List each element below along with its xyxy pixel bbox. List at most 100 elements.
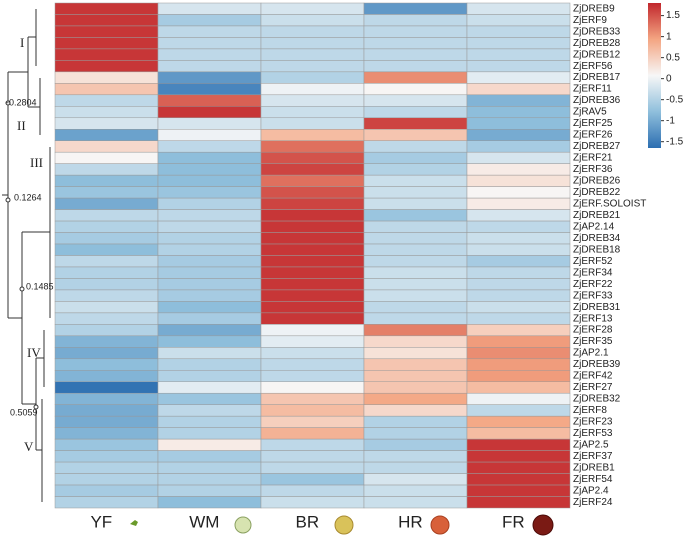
row-label: ZjDREB39 — [573, 359, 621, 370]
heatmap-cell — [54, 14, 159, 27]
heatmap-cell — [157, 2, 262, 15]
heatmap-cell — [363, 243, 468, 256]
heatmap-cell — [54, 392, 159, 405]
row-label: ZjERF9 — [573, 15, 607, 26]
heatmap-cell — [363, 484, 468, 497]
row-label: ZjERF35 — [573, 336, 613, 347]
heatmap-cell — [466, 129, 571, 141]
column-label: BR — [296, 512, 320, 531]
row-label: ZjERF37 — [573, 451, 613, 462]
heatmap-cell — [363, 209, 468, 222]
heatmap-cell — [466, 404, 571, 417]
heatmap-cell — [54, 140, 159, 153]
heatmap-cell — [157, 71, 262, 84]
heatmap-cell — [363, 266, 468, 279]
heatmap-cell — [363, 83, 468, 96]
heatmap-cell — [54, 335, 159, 348]
heatmap-cell — [260, 71, 365, 84]
heatmap-cell — [54, 129, 159, 141]
group-label: I — [20, 35, 24, 50]
colorbar-tick-label: 1.5 — [666, 10, 680, 21]
heatmap-cell — [260, 117, 365, 130]
heatmap-cell — [157, 392, 262, 405]
colorbar-tick-label: 0 — [666, 73, 672, 84]
heatmap-cell — [260, 243, 365, 256]
column-label: YF — [90, 512, 112, 531]
heatmap-cell — [260, 174, 365, 187]
heatmap-cell — [54, 301, 159, 314]
heatmap-cell — [157, 347, 262, 360]
heatmap-cell — [54, 461, 159, 474]
row-label: ZjERF13 — [573, 313, 613, 324]
row-label: ZjERF54 — [573, 474, 613, 485]
heatmap-cell — [157, 324, 262, 337]
row-label: ZjERF26 — [573, 130, 613, 141]
heatmap-cell — [466, 243, 571, 256]
heatmap-cell — [260, 415, 365, 428]
heatmap-cell — [260, 209, 365, 222]
heatmap-cell — [363, 301, 468, 314]
heatmap-cell — [54, 151, 159, 164]
heatmap-cell — [54, 71, 159, 84]
heatmap-cell — [54, 404, 159, 417]
heatmap-cell — [157, 289, 262, 302]
heatmap-cell — [466, 278, 571, 291]
heatmap-cell — [157, 60, 262, 73]
heatmap-cell — [157, 151, 262, 164]
heatmap-cell — [260, 347, 365, 360]
column-label: WM — [189, 512, 219, 531]
heatmap-cell — [54, 25, 159, 38]
heatmap-cell — [466, 83, 571, 96]
heatmap-cell — [260, 129, 365, 141]
heatmap-cell — [363, 163, 468, 176]
heatmap-cell — [54, 415, 159, 428]
heatmap-cell — [466, 117, 571, 130]
heatmap-cell — [54, 174, 159, 187]
row-label: ZjDREB28 — [573, 38, 621, 49]
heatmap-cell — [54, 484, 159, 497]
heatmap-cell — [54, 278, 159, 291]
heatmap-cell — [363, 71, 468, 84]
heatmap-cell — [157, 358, 262, 371]
heatmap-cell — [466, 358, 571, 371]
heatmap-cell — [54, 312, 159, 325]
heatmap-cell — [363, 324, 468, 337]
heatmap-cell — [466, 312, 571, 325]
heatmap-cell — [466, 381, 571, 394]
row-label: ZjDREB18 — [573, 244, 621, 255]
heatmap-cell — [363, 312, 468, 325]
row-label: ZjERF21 — [573, 153, 613, 164]
heatmap-cell — [260, 427, 365, 440]
row-label: ZjAP2.4 — [573, 485, 609, 496]
heatmap-cell — [54, 243, 159, 256]
heatmap-cell — [157, 450, 262, 463]
row-label: ZjRAV5 — [573, 107, 607, 118]
heatmap-cell — [363, 415, 468, 428]
heatmap-cell — [157, 220, 262, 233]
heatmap-cell — [363, 94, 468, 107]
row-label: ZjERF24 — [573, 497, 613, 508]
heatmap-cell — [157, 404, 262, 417]
group-label: IV — [27, 345, 41, 360]
group-label: III — [30, 155, 43, 170]
row-label: ZjDREB21 — [573, 210, 621, 221]
heatmap-cell — [54, 220, 159, 233]
heatmap-cell — [466, 415, 571, 428]
heatmap-cell — [157, 14, 262, 27]
heatmap-cell — [466, 60, 571, 73]
node-label: 0.1485 — [26, 281, 54, 291]
heatmap-cell — [466, 2, 571, 15]
heatmap-cell — [260, 163, 365, 176]
row-label: ZjDREB31 — [573, 302, 621, 313]
heatmap-cell — [363, 381, 468, 394]
heatmap-cell — [260, 301, 365, 314]
heatmap-cell — [260, 438, 365, 451]
heatmap-cell — [363, 427, 468, 440]
heatmap-cell — [54, 370, 159, 383]
colorbar-tick-label: -1.5 — [666, 136, 684, 147]
heatmap-cell — [157, 381, 262, 394]
row-label: ZjDREB33 — [573, 26, 621, 37]
heatmap-cell — [157, 438, 262, 451]
heatmap-cell — [466, 37, 571, 50]
heatmap-cell — [260, 83, 365, 96]
